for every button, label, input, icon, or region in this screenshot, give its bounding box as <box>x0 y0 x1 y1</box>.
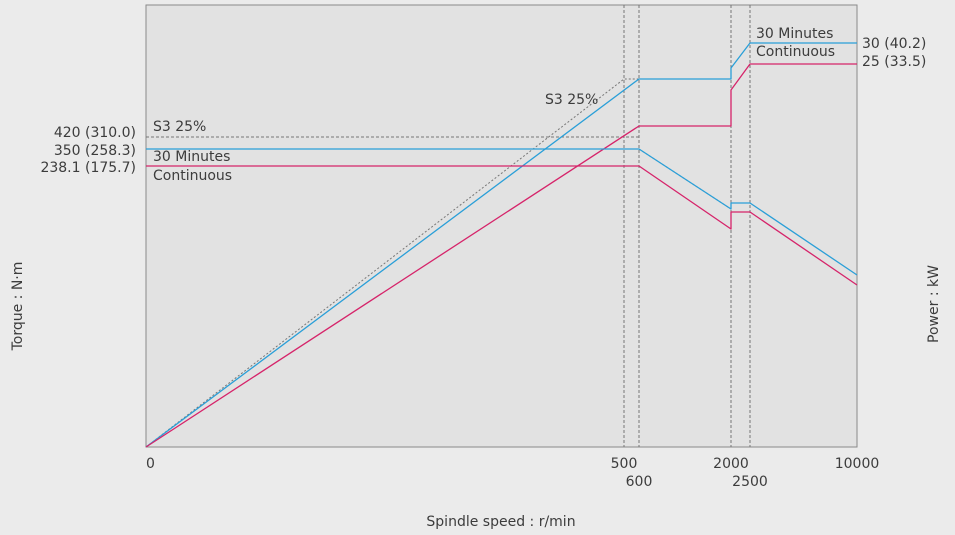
right-tick-label: 30 (40.2) <box>862 36 926 52</box>
y-axis-label-left: Torque : N·m <box>10 262 26 352</box>
x-axis-label: Spindle speed : r/min <box>426 514 575 530</box>
chart-labels: 0 500 600 2000 2500 10000 420 (310.0) 350 (258.… <box>10 26 942 530</box>
annotation-cont-right: Continuous <box>756 44 835 60</box>
left-tick-label: 350 (258.3) <box>54 143 136 159</box>
right-tick-label: 25 (33.5) <box>862 54 926 70</box>
x-tick-label: 600 <box>626 474 653 490</box>
annotation-30min-right: 30 Minutes <box>756 26 833 42</box>
series-torque-continuous <box>146 165 858 286</box>
annotation-30min-left: 30 Minutes <box>153 149 230 165</box>
x-tick-label: 10000 <box>835 456 880 472</box>
annotation-s3-left: S3 25% <box>153 119 206 135</box>
series-lines <box>145 42 858 448</box>
left-tick-label: 238.1 (175.7) <box>40 160 136 176</box>
series-power-s3 <box>145 78 639 448</box>
x-tick-label: 2500 <box>732 474 768 490</box>
x-tick-label: 500 <box>611 456 638 472</box>
left-tick-label: 420 (310.0) <box>54 125 136 141</box>
series-power-30min <box>145 42 857 448</box>
annotation-s3-right: S3 25% <box>545 92 598 108</box>
y-axis-label-right: Power : kW <box>926 265 942 343</box>
series-power-continuous <box>145 63 857 448</box>
annotation-cont-left: Continuous <box>153 168 232 184</box>
series-torque-30min <box>146 148 858 276</box>
x-tick-label: 0 <box>146 456 155 472</box>
x-tick-label: 2000 <box>713 456 749 472</box>
